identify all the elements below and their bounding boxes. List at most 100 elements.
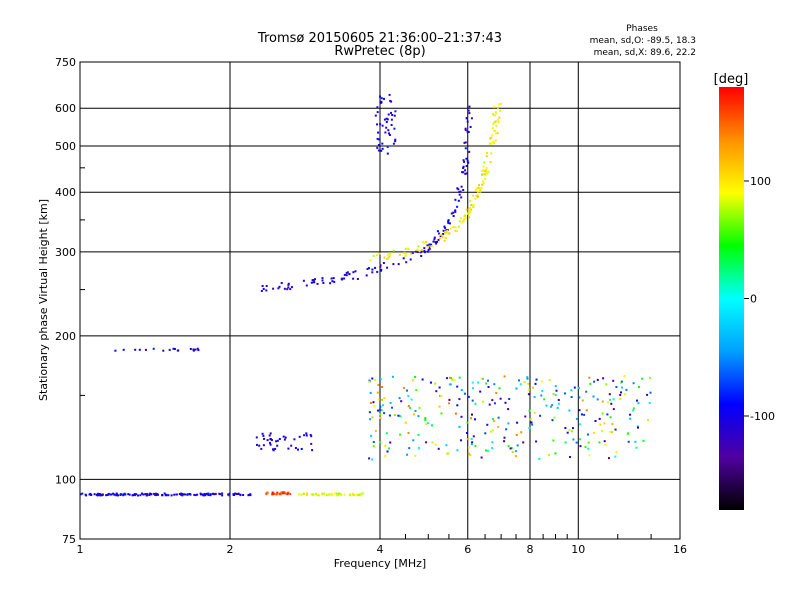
data-point [194,494,197,497]
data-point [479,390,482,393]
data-point [276,444,279,447]
data-point [280,491,283,494]
data-point [414,454,417,457]
data-point [255,436,258,439]
data-point [499,102,502,105]
data-point [458,191,461,193]
data-point [533,396,536,398]
data-point [612,408,615,411]
data-point [593,380,596,383]
data-point [196,347,199,350]
x-tick-label: 8 [527,543,534,556]
data-point [491,141,494,144]
data-point [564,441,567,444]
data-point [357,493,360,496]
data-point [531,423,534,426]
data-point [310,493,313,496]
data-point [497,121,500,123]
data-point [286,288,289,291]
colorbar-tick-label: 100 [750,175,771,188]
data-point [585,409,588,412]
data-point [466,159,469,162]
data-point [407,405,410,407]
data-point [203,494,206,497]
data-point [379,265,382,268]
data-point [462,167,465,169]
data-point [298,435,301,438]
data-point [448,232,451,235]
data-point [469,211,472,214]
data-point [467,161,470,164]
data-point [389,99,392,102]
data-point [305,432,308,435]
x-tick-labels: 1 2 4 6 8 10 16 [77,543,688,556]
data-point [461,221,464,224]
data-point [289,493,292,495]
y-tick-label: 750 [55,56,76,69]
data-point [486,449,489,452]
data-point [462,165,465,168]
data-point [485,155,488,158]
data-point [629,413,632,416]
data-point [388,447,391,450]
data-point [431,424,433,427]
data-point [433,238,436,241]
data-point [467,212,469,215]
data-point [424,417,427,420]
data-point [371,377,374,380]
data-point [381,147,384,150]
data-point [119,493,122,496]
data-point [417,446,420,449]
data-point [603,440,606,443]
data-point [278,438,281,440]
data-point [460,415,463,418]
data-point [173,348,176,350]
data-point [369,259,372,262]
data-point [421,378,424,381]
data-point [474,444,477,447]
data-point [444,237,447,239]
data-point [551,419,554,422]
data-point [370,401,372,404]
x-tick-label: 1 [77,543,84,556]
data-point [368,411,371,414]
data-point [374,114,377,117]
data-point [165,493,168,496]
data-point [388,414,391,417]
data-point [470,117,473,120]
data-point [181,492,184,495]
data-point [625,388,628,391]
data-point [385,126,388,129]
data-point [387,257,390,260]
data-point [629,417,632,420]
data-point [265,289,268,292]
data-point [498,116,501,119]
data-point [399,433,402,436]
data-point [387,129,390,132]
data-point [646,393,649,396]
data-point [554,452,557,455]
data-point [601,429,604,432]
data-point [242,494,245,496]
data-point [489,137,492,140]
data-point [592,395,595,398]
data-point [196,493,199,496]
data-point [155,492,158,495]
data-point [541,389,544,392]
data-point [482,165,485,168]
data-point [446,377,448,380]
data-point [388,253,391,256]
data-point [274,447,277,450]
data-point [138,348,141,351]
data-point [417,245,420,248]
data-point [379,416,382,419]
data-point [488,142,491,145]
data-point [612,379,615,382]
data-point [227,493,230,496]
data-point [575,441,578,444]
data-point [493,121,496,124]
data-point [453,379,456,382]
data-point [343,273,346,276]
data-point [141,492,143,495]
data-point [588,454,591,457]
